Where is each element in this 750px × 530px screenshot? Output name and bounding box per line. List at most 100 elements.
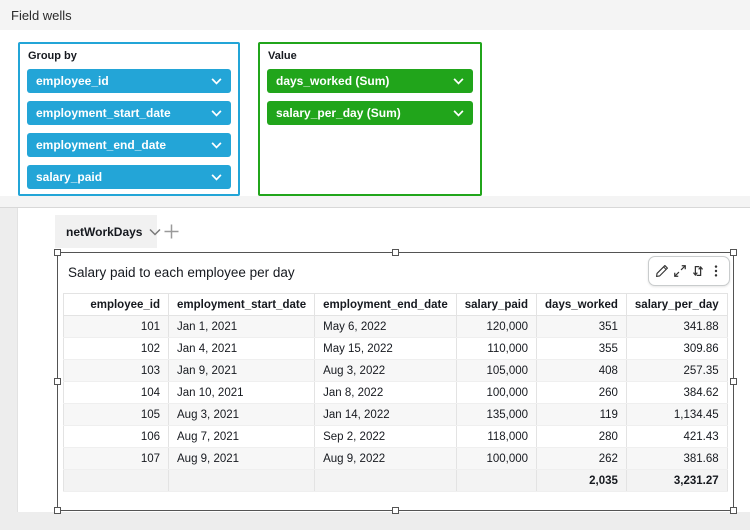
table-row: 107 Aug 9, 2021 Aug 9, 2022 100,000 262 381.6… — [63, 447, 728, 470]
chevron-down-icon[interactable] — [211, 77, 222, 85]
resize-handle-bottom-center[interactable] — [391, 507, 399, 514]
expand-arrows-icon[interactable] — [673, 264, 688, 279]
table-row: 105 Aug 3, 2021 Jan 14, 2022 135,000 119 1,13… — [63, 403, 728, 426]
table-cell[interactable]: 408 — [536, 359, 627, 382]
table-cell[interactable] — [63, 469, 169, 492]
field-wells-panel: Group by employee_id employment_start_dat… — [0, 30, 750, 196]
table-cell[interactable]: Jan 9, 2021 — [167, 359, 316, 382]
chevron-down-icon[interactable] — [211, 141, 222, 149]
value-field-pill[interactable]: salary_per_day (Sum) — [267, 101, 473, 125]
resize-handle-top-center[interactable] — [391, 249, 399, 256]
field-wells-bar[interactable]: Field wells — [0, 0, 750, 30]
table-cell[interactable]: Aug 3, 2021 — [167, 403, 316, 426]
table-cell[interactable]: Jan 8, 2022 — [314, 381, 457, 404]
group-by-field-pill[interactable]: employment_start_date — [27, 101, 231, 125]
table-cell[interactable]: Sep 2, 2022 — [314, 425, 457, 448]
group-by-label: Group by — [28, 50, 77, 62]
table-cell[interactable]: 100,000 — [455, 447, 538, 470]
column-header[interactable]: employee_id — [63, 293, 169, 316]
table-cell[interactable]: Aug 9, 2022 — [314, 447, 457, 470]
table-cell[interactable]: 262 — [536, 447, 627, 470]
table-cell[interactable]: 101 — [63, 315, 169, 338]
table-cell[interactable]: 100,000 — [455, 381, 538, 404]
table-cell[interactable]: Aug 3, 2022 — [314, 359, 457, 382]
column-header[interactable]: employment_start_date — [167, 293, 316, 316]
table-cell[interactable]: 105,000 — [455, 359, 538, 382]
table-cell[interactable]: Aug 9, 2021 — [167, 447, 316, 470]
table-cell[interactable]: 2,035 — [536, 469, 627, 492]
resize-handle-top-right[interactable] — [730, 249, 737, 256]
table-cell[interactable]: 104 — [63, 381, 169, 404]
chevron-down-icon[interactable] — [211, 109, 222, 117]
sheet-tab-networkdays[interactable]: netWorkDays — [55, 215, 162, 248]
table-cell[interactable]: 280 — [536, 425, 627, 448]
table-cell[interactable]: 421.43 — [625, 425, 728, 448]
column-header[interactable]: employment_end_date — [314, 293, 457, 316]
resize-handle-top-left[interactable] — [54, 249, 61, 256]
table-row: 102 Jan 4, 2021 May 15, 2022 110,000 355 309.… — [63, 337, 728, 360]
group-by-field-pill[interactable]: salary_paid — [27, 165, 231, 189]
value-pills: days_worked (Sum) salary_per_day (Sum) — [260, 69, 480, 125]
table-cell[interactable]: 103 — [63, 359, 169, 382]
group-by-field-pill[interactable]: employee_id — [27, 69, 231, 93]
add-sheet-button[interactable] — [163, 223, 180, 240]
table-cell[interactable]: Jan 14, 2022 — [314, 403, 457, 426]
table-cell[interactable] — [167, 469, 316, 492]
table-cell[interactable]: 351 — [536, 315, 627, 338]
resize-handle-mid-left[interactable] — [54, 377, 61, 385]
table-cell[interactable]: Jan 1, 2021 — [167, 315, 316, 338]
table-cell[interactable]: May 6, 2022 — [314, 315, 457, 338]
table-cell[interactable]: 105 — [63, 403, 169, 426]
table-cell[interactable] — [314, 469, 457, 492]
table-cell[interactable]: 309.86 — [625, 337, 728, 360]
edit-pencil-icon[interactable] — [655, 264, 670, 279]
table-cell[interactable]: 257.35 — [625, 359, 728, 382]
resize-handle-mid-right[interactable] — [730, 377, 737, 385]
column-header[interactable]: salary_paid — [455, 293, 538, 316]
column-header[interactable]: salary_per_day — [625, 293, 728, 316]
table-row: 104 Jan 10, 2021 Jan 8, 2022 100,000 260 384.… — [63, 381, 728, 404]
table-cell[interactable]: 260 — [536, 381, 627, 404]
table-cell[interactable]: 102 — [63, 337, 169, 360]
table-cell[interactable]: 120,000 — [455, 315, 538, 338]
value-well[interactable]: Value days_worked (Sum) salary_per_day (S… — [258, 42, 482, 196]
table-cell[interactable]: 119 — [536, 403, 627, 426]
table-visual[interactable]: Salary paid to each employee per day emp… — [54, 249, 737, 514]
menu-kebab-icon[interactable] — [709, 264, 724, 279]
table-cell[interactable]: 384.62 — [625, 381, 728, 404]
table-cell[interactable]: 3,231.27 — [625, 469, 728, 492]
table-cell[interactable]: 110,000 — [455, 337, 538, 360]
table-cell[interactable]: 355 — [536, 337, 627, 360]
table-cell[interactable]: 106 — [63, 425, 169, 448]
chevron-down-icon[interactable] — [453, 77, 464, 85]
table-cell[interactable]: 118,000 — [455, 425, 538, 448]
table-cell[interactable]: 381.68 — [625, 447, 728, 470]
table-cell[interactable]: May 15, 2022 — [314, 337, 457, 360]
chevron-down-icon[interactable] — [149, 228, 162, 236]
pill-label: salary_paid — [36, 170, 103, 184]
column-header[interactable]: days_worked — [536, 293, 627, 316]
pill-label: days_worked (Sum) — [276, 74, 390, 88]
table-totals-row: 2,035 3,231.27 — [63, 469, 728, 492]
value-field-pill[interactable]: days_worked (Sum) — [267, 69, 473, 93]
sheet-canvas: netWorkDays Salary paid to each employee… — [0, 208, 750, 530]
table-cell[interactable]: 341.88 — [625, 315, 728, 338]
chevron-down-icon[interactable] — [453, 109, 464, 117]
group-by-well[interactable]: Group by employee_id employment_start_dat… — [18, 42, 240, 196]
pill-label: employment_start_date — [36, 106, 171, 120]
swap-arrows-icon[interactable] — [691, 264, 706, 279]
table-cell[interactable] — [455, 469, 538, 492]
table-cell[interactable]: 107 — [63, 447, 169, 470]
table-cell[interactable]: Jan 10, 2021 — [167, 381, 316, 404]
visual-title[interactable]: Salary paid to each employee per day — [68, 265, 295, 280]
table-cell[interactable]: Jan 4, 2021 — [167, 337, 316, 360]
table-cell[interactable]: Aug 7, 2021 — [167, 425, 316, 448]
group-by-field-pill[interactable]: employment_end_date — [27, 133, 231, 157]
resize-handle-bottom-left[interactable] — [54, 507, 61, 514]
resize-handle-bottom-right[interactable] — [730, 507, 737, 514]
chevron-down-icon[interactable] — [211, 173, 222, 181]
table-cell[interactable]: 1,134.45 — [625, 403, 728, 426]
table-cell[interactable]: 135,000 — [455, 403, 538, 426]
plus-icon — [164, 224, 179, 239]
